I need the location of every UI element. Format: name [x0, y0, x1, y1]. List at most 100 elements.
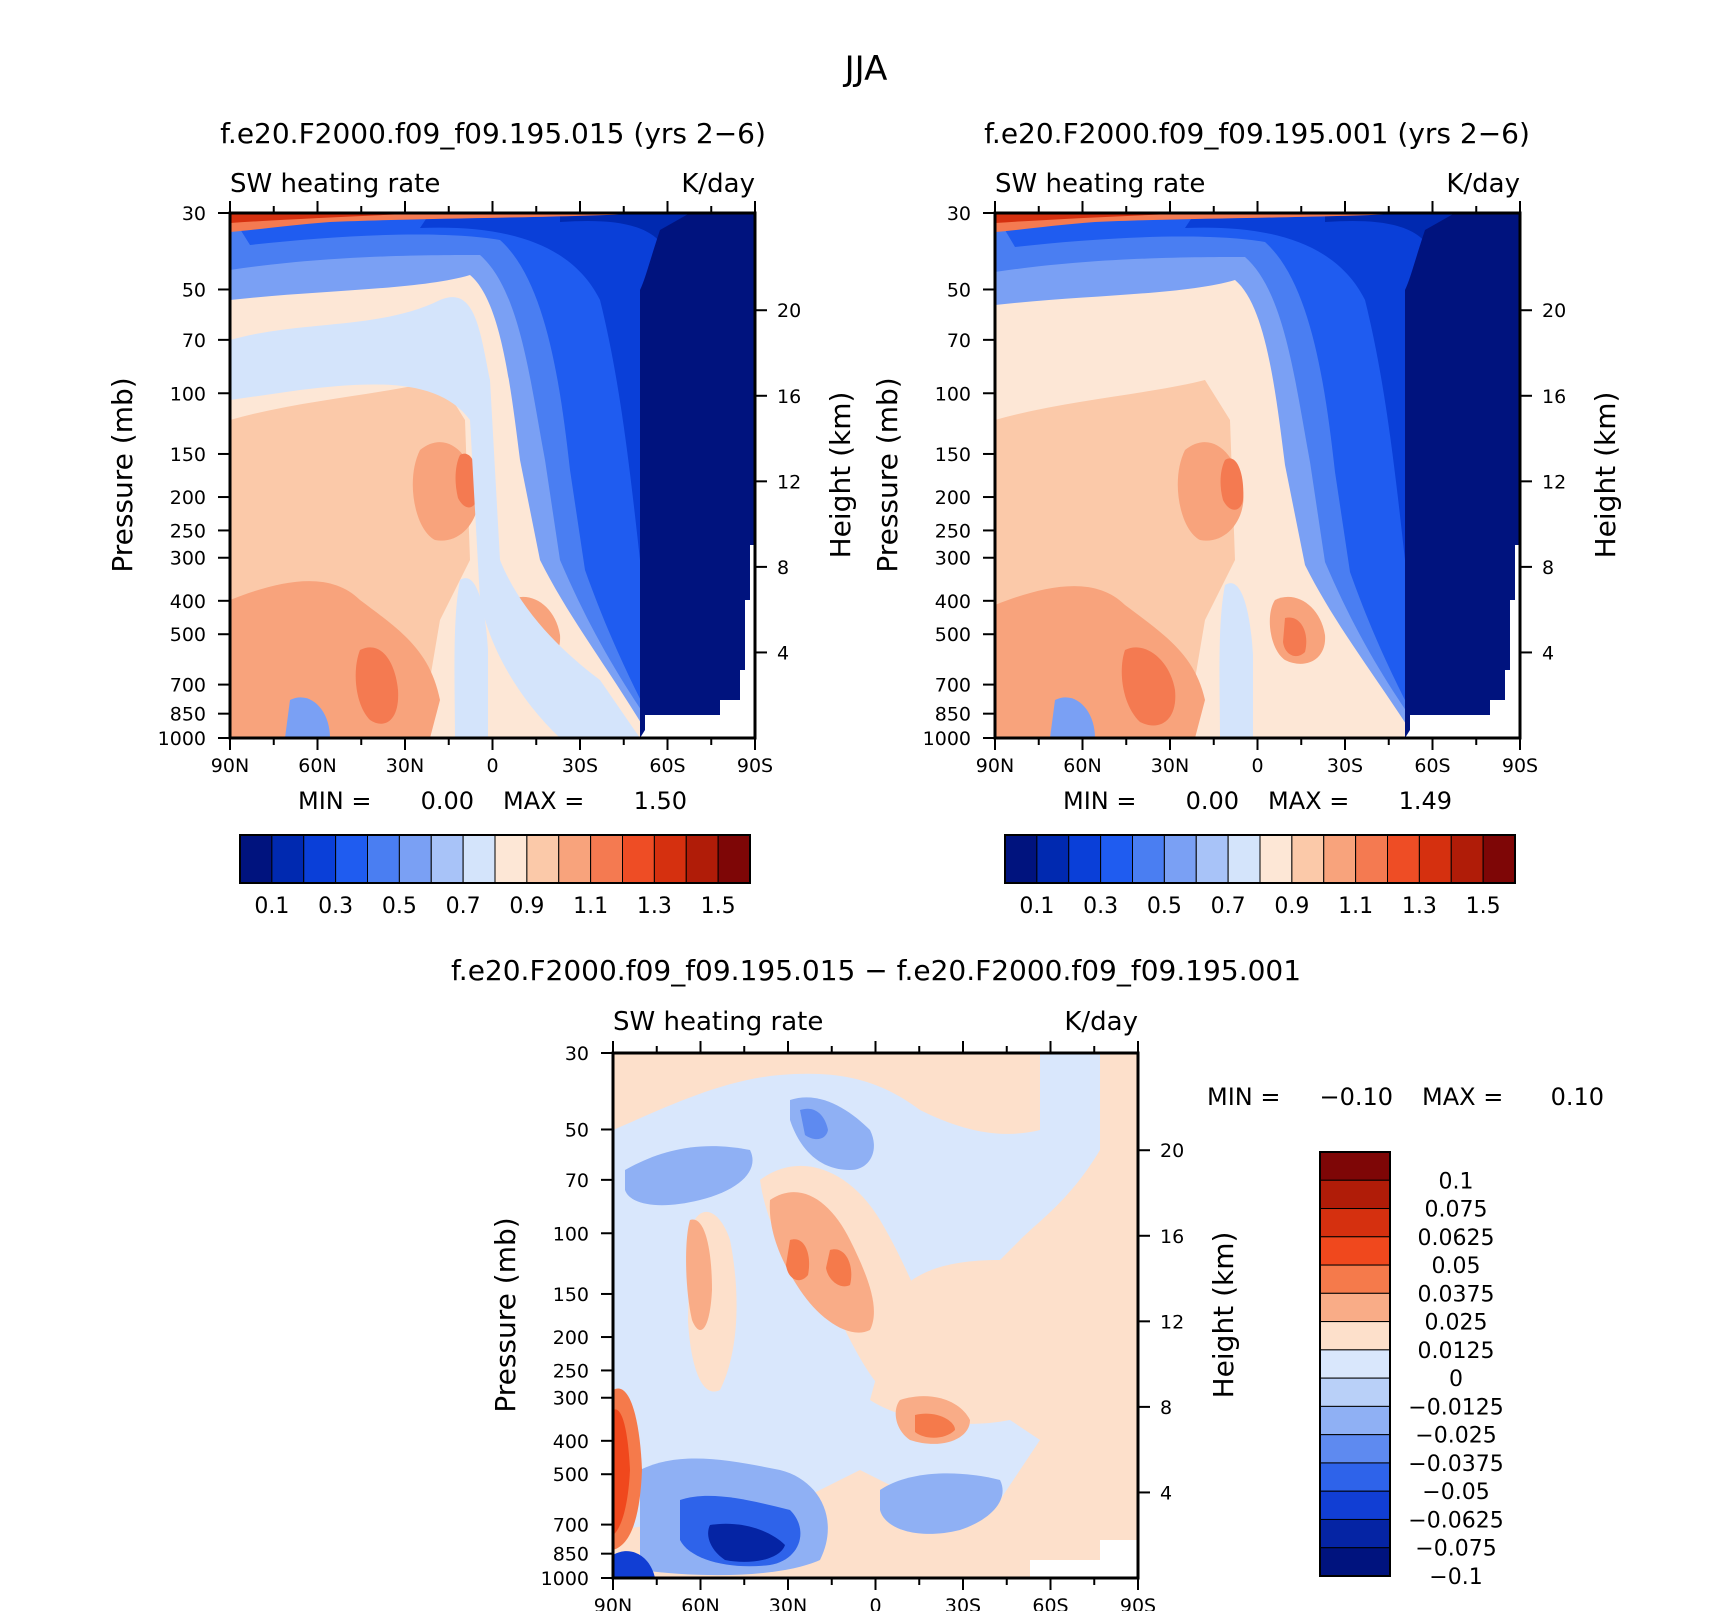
panel-3-max-label: MAX =	[1422, 1083, 1503, 1111]
panel-1-height-label: 12	[777, 471, 801, 493]
panel-2-colorbar-swatch	[1355, 834, 1388, 884]
panel-1-strat-warm	[230, 213, 650, 232]
panel-3-colorbar-swatch	[1319, 1349, 1391, 1379]
panel-1-colorbar-swatch	[590, 834, 623, 884]
panel-1-ytick-label: 250	[170, 520, 206, 542]
panel-2-colorbar-swatch	[1387, 834, 1420, 884]
panel-2-contour-field	[995, 213, 1520, 738]
panel-2-ytick-label: 500	[935, 624, 971, 646]
panel-1-title: f.e20.F2000.f09_f09.195.015 (yrs 2−6)	[220, 117, 766, 150]
panel-2-colorbar: 0.1 0.3 0.5 0.7 0.9 1.1 1.3 1.5	[1004, 834, 1516, 919]
panel-3-ytick-label: 100	[553, 1223, 589, 1245]
panel-1-colorbar-swatch	[717, 834, 751, 884]
panel-1-cool-sliver	[454, 578, 488, 738]
panel-2-ytick-label: 300	[935, 548, 971, 570]
panel-2-ytick-label: 250	[935, 520, 971, 542]
panel-3-colorbar-label: 0.075	[1425, 1198, 1488, 1223]
panel-1-xtick-label: 30S	[562, 755, 598, 777]
panel-3-colorbar-label: −0.0625	[1408, 1508, 1503, 1533]
panel-3-ytick-label: 200	[553, 1327, 589, 1349]
panel-3-ytick-label: 50	[565, 1119, 589, 1141]
panel-1-cool-upper	[230, 297, 640, 738]
panel-2-ytick-label: 200	[935, 487, 971, 509]
panel-3-ytick-label: 700	[553, 1515, 589, 1537]
panel-1-ytick-label: 70	[182, 330, 206, 352]
panel-3: f.e20.F2000.f09_f09.195.015 − f.e20.F200…	[451, 954, 1604, 1611]
panel-2-axes: 90N 60N 30N 0 30S 60S 90S 30 50 70 100 150 200 250 300…	[923, 201, 1566, 777]
panel-2-colorbar-label: 0.9	[1274, 894, 1309, 919]
panel-1: f.e20.F2000.f09_f09.195.015 (yrs 2−6) SW…	[106, 117, 857, 919]
panel-3-height-label: 16	[1160, 1226, 1184, 1248]
panel-3-blue-lower-b	[880, 1473, 1003, 1534]
panel-3-axes: 90N 60N 30N 0 30S 60S 90S 30 50 70 100 150 200 250 300…	[541, 1041, 1184, 1611]
panel-3-xtick-label: 0	[869, 1595, 881, 1611]
panel-3-units-label: K/day	[1064, 1007, 1138, 1037]
panel-3-variable-label: SW heating rate	[613, 1007, 823, 1037]
panel-3-missing-white	[1030, 1540, 1138, 1578]
panel-3-height-label: 12	[1160, 1311, 1184, 1333]
panel-1-variable-label: SW heating rate	[230, 169, 440, 199]
panel-2-min-label: MIN =	[1063, 787, 1136, 815]
panel-3-ytick-label: 70	[565, 1170, 589, 1192]
panel-2: f.e20.F2000.f09_f09.195.001 (yrs 2−6) SW…	[871, 117, 1622, 919]
panel-1-colorbar-swatch	[653, 834, 687, 884]
panel-2-ytick-label: 150	[935, 444, 971, 466]
panel-3-colorbar-swatch	[1319, 1264, 1391, 1294]
panel-3-xtick-label: 60S	[1032, 1595, 1068, 1611]
panel-2-colorbar-swatch	[1323, 834, 1357, 884]
panel-1-colorbar-swatch	[558, 834, 592, 884]
panel-3-colorbar-label: 0.025	[1425, 1311, 1488, 1336]
panel-3-colorbar-swatch	[1319, 1292, 1391, 1323]
panel-1-xtick-label: 30N	[386, 755, 424, 777]
panel-1-blue-layer-6	[640, 213, 755, 738]
panel-2-max-value: 1.49	[1399, 787, 1452, 815]
panel-1-height-label: 20	[777, 300, 801, 322]
panel-3-height-label: 4	[1160, 1482, 1172, 1504]
panel-3-warm-column-b	[686, 1219, 712, 1330]
panel-1-height-label: 8	[777, 557, 789, 579]
panel-1-colorbar-label: 0.5	[382, 894, 417, 919]
panel-1-ytick-label: 100	[170, 383, 206, 405]
panel-3-ytick-label: 250	[553, 1360, 589, 1382]
panel-3-hot-spot-b	[826, 1249, 852, 1287]
panel-2-hot-core-b	[1283, 617, 1307, 657]
panel-1-ylabel2: Height (km)	[824, 392, 857, 559]
panel-2-ytick-label: 100	[935, 383, 971, 405]
panel-2-hot-core-c	[1121, 647, 1176, 726]
panel-2-ytick-label: 400	[935, 591, 971, 613]
panel-1-colorbar-label: 1.1	[573, 894, 608, 919]
panel-3-xtick-label: 30N	[769, 1595, 807, 1611]
panel-2-colorbar-swatch	[1482, 834, 1516, 884]
panel-1-min-value: 0.00	[421, 787, 474, 815]
panel-3-min-label: MIN =	[1207, 1083, 1280, 1111]
panel-2-xtick-label: 30S	[1327, 755, 1363, 777]
panel-3-ytick-label: 400	[553, 1431, 589, 1453]
panel-3-xtick-label: 90N	[594, 1595, 632, 1611]
panel-3-ytick-label: 150	[553, 1284, 589, 1306]
panel-2-colorbar-swatch	[1418, 834, 1452, 884]
panel-3-blue-upper-c	[800, 1108, 828, 1140]
panel-2-xtick-label: 0	[1251, 755, 1263, 777]
panel-1-colorbar-frame	[239, 834, 751, 884]
panel-2-ytick-label: 50	[947, 279, 971, 301]
panel-2-xtick-label: 30N	[1151, 755, 1189, 777]
panel-2-blue-layer-6	[1405, 213, 1520, 738]
panel-2-colorbar-swatch	[1068, 834, 1102, 884]
panel-2-colorbar-label: 0.7	[1211, 894, 1246, 919]
panel-1-ytick-label: 300	[170, 548, 206, 570]
panel-1-colorbar-swatch	[526, 834, 560, 884]
panel-1-ylabel: Pressure (mb)	[106, 377, 139, 572]
panel-2-ytick-label: 700	[935, 675, 971, 697]
panel-3-colorbar-label: −0.0375	[1408, 1452, 1503, 1477]
panel-2-ytick-label: 30	[947, 203, 971, 225]
panel-3-ytick-label: 850	[553, 1544, 589, 1566]
panel-1-colorbar-swatch	[303, 834, 337, 884]
panel-3-colorbar-label: 0.1	[1439, 1169, 1474, 1194]
panel-1-ytick-label: 200	[170, 487, 206, 509]
panel-2-min-value: 0.00	[1186, 787, 1239, 815]
panel-2-ytick-label: 850	[935, 704, 971, 726]
panel-3-colorbar-swatch	[1319, 1179, 1391, 1210]
panel-3-xtick-label: 30S	[945, 1595, 981, 1611]
panel-3-colorbar-label: 0.05	[1432, 1254, 1481, 1279]
panel-3-colorbar-label: 0.0375	[1418, 1282, 1495, 1307]
